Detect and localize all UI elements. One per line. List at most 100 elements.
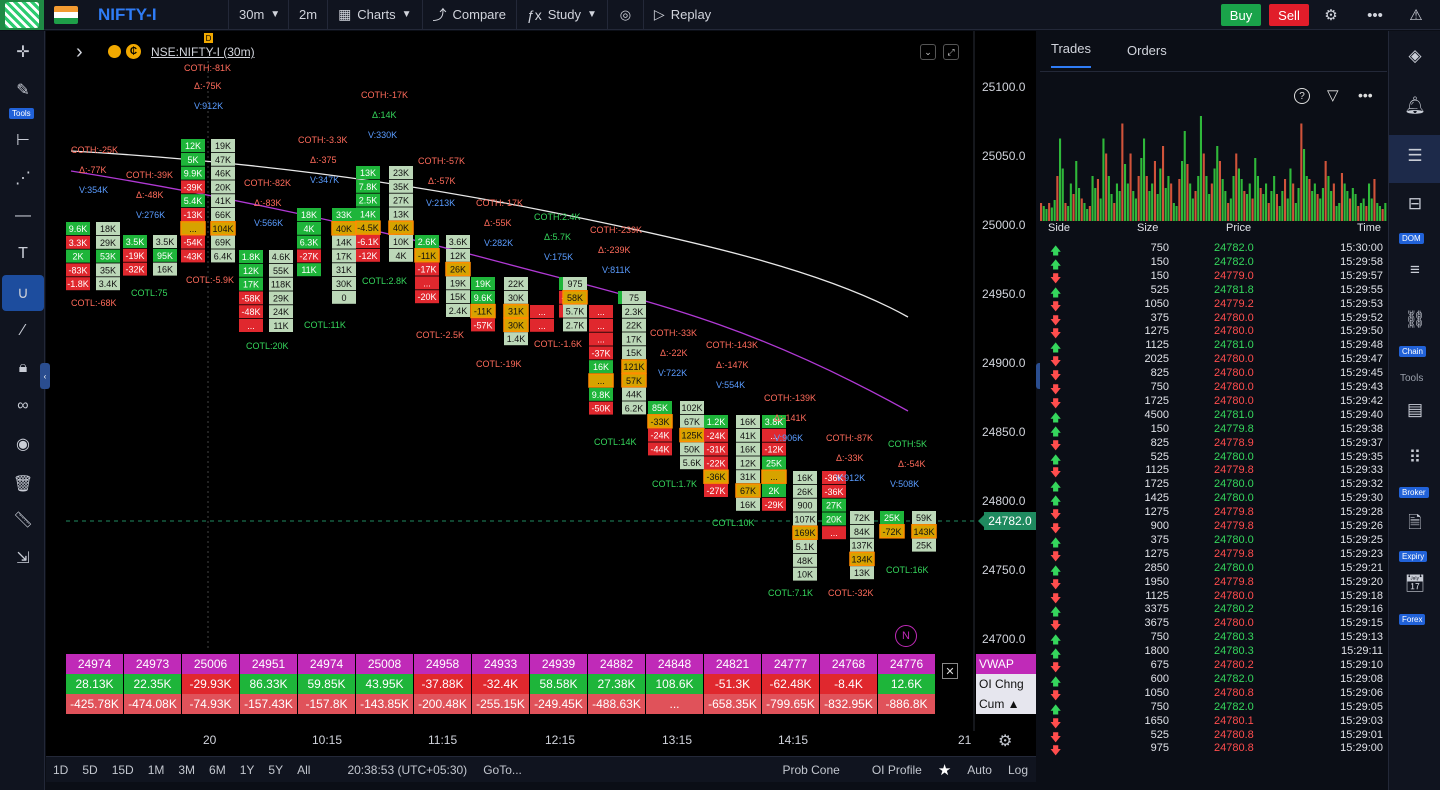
candle-cell[interactable] — [704, 415, 728, 428]
candle-cell[interactable] — [680, 456, 704, 470]
candle-cell[interactable] — [297, 263, 321, 277]
chain-icon[interactable]: ⛓︎ — [1404, 310, 1426, 329]
range-button-6m[interactable]: 6M — [209, 762, 226, 777]
chart-area[interactable]: 9.6K 3.3K 2K -83K -1.8K 18K 29K 53K 35K 3.4K 3.5K -… — [40, 31, 1046, 756]
candle-cell[interactable] — [446, 235, 470, 248]
candle-cell[interactable] — [589, 360, 613, 374]
candle-cell[interactable] — [589, 346, 613, 360]
candle-cell[interactable] — [297, 249, 321, 263]
candle-cell[interactable] — [211, 208, 235, 221]
trash-icon[interactable]: 🗑︎ — [12, 476, 34, 493]
compare-button[interactable]: ⤴ Compare — [421, 0, 516, 30]
candle-cell[interactable] — [123, 235, 147, 248]
chevron-right-icon[interactable]: › — [76, 41, 83, 63]
candle-cell[interactable] — [562, 290, 588, 305]
buy-button[interactable]: Buy — [1221, 4, 1261, 26]
event-marker[interactable]: D — [204, 33, 213, 43]
stats-row-label[interactable]: OI Chng — [976, 674, 1036, 694]
candle-cell[interactable] — [589, 305, 613, 318]
chart-settings-icon[interactable]: ⚙ — [998, 733, 1013, 750]
candle-cell[interactable] — [793, 471, 817, 484]
n-badge[interactable]: N — [895, 625, 917, 647]
candle-cell[interactable] — [269, 277, 293, 291]
study-dropdown[interactable]: ƒx Study ▼ — [515, 0, 607, 30]
candle-cell[interactable] — [680, 442, 704, 456]
candle-cell[interactable] — [356, 248, 380, 262]
candle-cell[interactable] — [389, 235, 413, 248]
candle-cell[interactable] — [211, 249, 235, 263]
crosshair-icon[interactable]: ✛ — [16, 44, 30, 61]
filter-icon[interactable]: ▽ — [1327, 87, 1339, 104]
candle-cell[interactable] — [503, 317, 529, 333]
interval2-button[interactable]: 2m — [288, 0, 327, 30]
candle-cell[interactable] — [181, 249, 205, 263]
chart-symbol-title[interactable]: NSE:NIFTY-I (30m) — [151, 45, 255, 59]
candle-cell[interactable] — [793, 512, 817, 526]
cursor-icon[interactable]: ⇲ — [16, 550, 30, 567]
range-button-15d[interactable]: 15D — [111, 762, 134, 777]
calendar-icon[interactable]: 📅︎ — [1404, 574, 1426, 593]
candle-cell[interactable] — [648, 442, 672, 456]
candle-cell[interactable] — [96, 263, 120, 277]
candle-cell[interactable] — [622, 318, 646, 332]
range-button-1y[interactable]: 1Y — [239, 762, 255, 777]
pencil-icon[interactable]: ✎ — [16, 82, 30, 99]
candle-cell[interactable] — [269, 263, 293, 277]
candle-cell[interactable] — [762, 497, 786, 511]
candle-cell[interactable] — [793, 484, 817, 498]
help-icon[interactable]: ? — [1294, 88, 1310, 104]
candle-cell[interactable] — [622, 304, 646, 318]
candle-cell[interactable] — [736, 456, 760, 470]
app-logo[interactable] — [0, 0, 44, 30]
candle-cell[interactable] — [589, 318, 613, 332]
candle-cell[interactable] — [648, 428, 672, 442]
candle-cell[interactable] — [849, 551, 875, 567]
candle-cell[interactable] — [332, 263, 356, 277]
tab-trades[interactable]: Trades — [1051, 41, 1091, 68]
candle-cell[interactable] — [647, 414, 673, 429]
warning-icon[interactable]: ⚠ — [1409, 7, 1423, 24]
candle-cell[interactable] — [736, 470, 760, 484]
candle-cell[interactable] — [703, 469, 729, 484]
tab-orders[interactable]: Orders — [1127, 43, 1167, 58]
candle-cell[interactable] — [389, 179, 413, 193]
menu-icon[interactable]: ≡ — [1410, 260, 1420, 279]
candle-cell[interactable] — [389, 207, 413, 221]
interval-dropdown[interactable]: 30m ▼ — [228, 0, 288, 30]
candle-cell[interactable] — [415, 262, 439, 276]
candle-cell[interactable] — [356, 179, 380, 193]
candle-cell[interactable] — [471, 277, 495, 290]
prob-cone-button[interactable]: Prob Cone — [782, 762, 840, 777]
range-button-5y[interactable]: 5Y — [268, 762, 284, 777]
candle-cell[interactable] — [850, 566, 874, 580]
candle-cell[interactable] — [648, 401, 672, 414]
candle-cell[interactable] — [761, 469, 787, 484]
candle-cell[interactable] — [66, 249, 90, 263]
candle-cell[interactable] — [239, 250, 263, 263]
candle-cell[interactable] — [680, 401, 704, 414]
candle-cell[interactable] — [211, 180, 235, 194]
dom-icon[interactable]: ⊟ — [1407, 194, 1423, 213]
candle-cell[interactable] — [563, 304, 587, 318]
list-icon[interactable]: ☰ — [1407, 146, 1423, 165]
candle-cell[interactable] — [446, 276, 470, 290]
candle-cell[interactable] — [66, 222, 90, 235]
range-button-1m[interactable]: 1M — [147, 762, 165, 777]
candle-cell[interactable] — [181, 152, 205, 166]
log-button[interactable]: Log — [1007, 762, 1028, 777]
candle-cell[interactable] — [269, 319, 293, 332]
candle-cell[interactable] — [822, 512, 846, 526]
candle-cell[interactable] — [822, 498, 846, 512]
candle-cell[interactable] — [332, 208, 356, 221]
candle-cell[interactable] — [850, 511, 874, 524]
close-table-icon[interactable]: ✕ — [942, 663, 958, 679]
candle-cell[interactable] — [736, 415, 760, 428]
candle-cell[interactable] — [356, 207, 380, 221]
auto-button[interactable]: Auto — [967, 762, 992, 777]
candle-cell[interactable] — [822, 471, 846, 484]
candle-cell[interactable] — [239, 305, 263, 319]
candle-cell[interactable] — [153, 262, 177, 276]
candle-cell[interactable] — [332, 290, 356, 304]
candle-cell[interactable] — [96, 235, 120, 249]
candle-cell[interactable] — [621, 373, 647, 388]
